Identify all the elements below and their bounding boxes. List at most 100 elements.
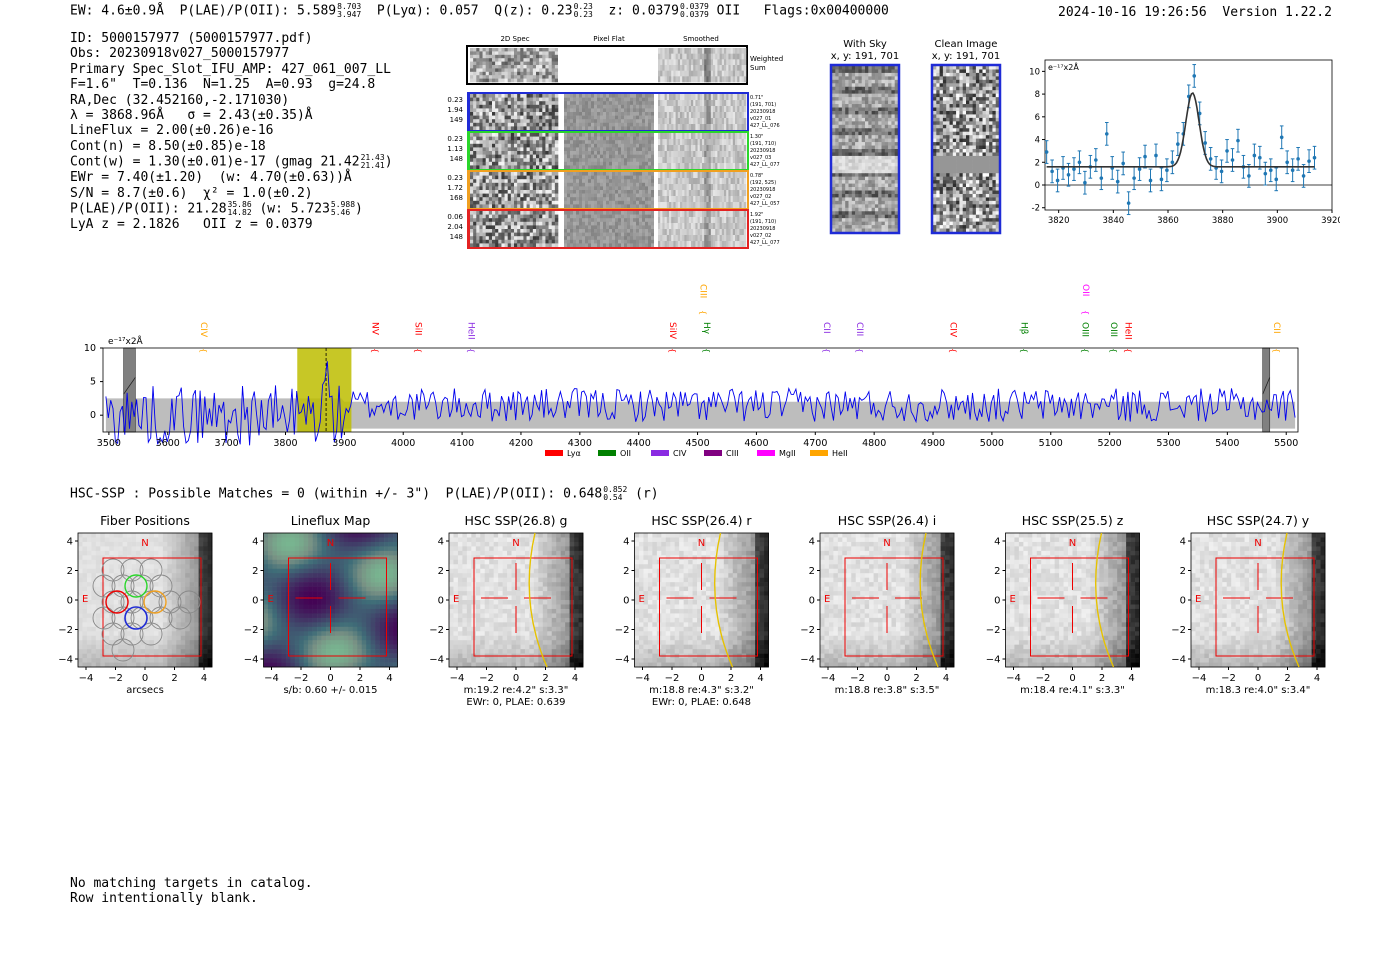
strip-noise-cell [520, 165, 524, 170]
weighted-smooth-cell [686, 53, 690, 60]
weighted-smooth-cell [724, 48, 727, 54]
strip-noise-cell [501, 126, 505, 131]
sky-pixel [858, 221, 862, 226]
clean-pixel [939, 76, 944, 81]
weighted-smooth-cell [704, 48, 707, 54]
weighted-smooth-cell [706, 48, 709, 54]
strip-flat-cell [630, 204, 634, 209]
strip-smooth-cell [680, 211, 683, 218]
info-plae-lo: 14.82 [227, 208, 252, 218]
strip-noise-cell [485, 214, 490, 219]
strip-flat-cell [636, 221, 640, 226]
sky-pixel [861, 69, 866, 74]
sky-pixel [894, 100, 899, 105]
strip-flat-cell [609, 115, 613, 120]
strip-noise-cell [545, 108, 549, 113]
strip-flat-cell [648, 200, 652, 205]
clean-pixel [933, 72, 937, 77]
sky-pixel [881, 183, 886, 188]
sky-pixel [881, 104, 886, 108]
strip-noise-cell [514, 112, 518, 116]
strip-flat-cell [651, 108, 655, 113]
strip-flat-cell [621, 190, 625, 194]
weighted-noise-cell [523, 58, 527, 62]
strip-smooth-cell [680, 172, 683, 179]
strip-noise-cell [520, 221, 524, 226]
weighted-noise-cell [476, 61, 480, 66]
strip-smooth-cell [677, 172, 681, 179]
weighted-smooth-cell [717, 48, 720, 54]
strip-flat-cell [564, 101, 568, 106]
strip-smooth-cell [699, 178, 703, 185]
strip-noise-cell [488, 104, 493, 109]
strip-noise-cell [501, 140, 505, 145]
sky-pixel [894, 221, 899, 226]
strip-flat-cell [594, 143, 598, 148]
sky-pixel [838, 86, 843, 91]
sky-pixel [884, 69, 889, 74]
strip-noise-cell [473, 175, 477, 180]
sky-pixel [871, 221, 876, 226]
strip-noise-cell [536, 232, 540, 237]
sky-pixel [845, 187, 849, 191]
strip-noise-cell [479, 122, 483, 127]
sky-pixel [851, 121, 856, 126]
strip-flat-cell [582, 151, 586, 155]
strip-smooth-cell [741, 202, 745, 209]
strip-noise-cell [532, 239, 537, 244]
strip-right-meta: (191, 710) [750, 141, 776, 147]
sky-pixel [861, 225, 866, 229]
strip-flat-cell [591, 190, 595, 194]
strip-flat-cell [630, 143, 634, 148]
strip-smooth-cell [710, 211, 714, 218]
weighted-noise-cell [470, 71, 474, 76]
sky-pixel [865, 110, 869, 115]
strip-smooth-cell [724, 112, 727, 119]
strip-flat-cell [621, 115, 625, 120]
strip-flat-cell [633, 204, 637, 209]
sky-pixel [878, 225, 882, 229]
sky-pixel [884, 83, 889, 88]
clean-pixel [936, 86, 940, 91]
weighted-noise-cell [523, 71, 527, 76]
strip-noise-cell [479, 112, 483, 116]
strip-flat-cell [567, 179, 571, 184]
strip-flat-cell [573, 115, 577, 120]
strip-smooth-cell [695, 223, 698, 230]
strip-smooth-cell [739, 157, 742, 164]
strip-flat-cell [582, 140, 586, 145]
strip-flat-cell [633, 136, 637, 141]
strip-noise-cell [526, 115, 531, 120]
strip-noise-cell [504, 204, 509, 209]
sky-pixel [848, 169, 853, 174]
weighted-smooth-cell [717, 59, 720, 66]
strip-smooth-cell [684, 229, 687, 236]
strip-smooth-cell [695, 241, 698, 248]
sky-pixel [874, 72, 879, 77]
sky-pixel [855, 117, 859, 122]
sky-pixel [841, 86, 846, 91]
strip-flat-cell [603, 115, 607, 120]
strip-flat-cell [642, 133, 646, 137]
strip-noise-cell [504, 97, 509, 102]
strip-flat-cell [585, 143, 589, 148]
strip-smooth-cell [660, 184, 663, 191]
strip-noise-cell [504, 165, 509, 170]
strip-noise-cell [488, 193, 493, 198]
strip-noise-cell [545, 221, 549, 226]
weighted-smooth-cell [658, 70, 661, 77]
strip-noise-cell [479, 97, 483, 102]
strip-noise-cell [529, 154, 534, 159]
strip-flat-cell [597, 119, 601, 124]
strip-noise-cell [470, 165, 474, 170]
sky-pixel [865, 197, 869, 202]
sky-pixel [894, 117, 899, 122]
weighted-noise-cell [514, 58, 518, 62]
strip-noise-cell [485, 243, 490, 248]
strip-flat-cell [567, 221, 571, 226]
strip-smooth-cell [721, 211, 725, 218]
sky-pixel [838, 200, 843, 205]
strip-noise-cell [510, 175, 515, 180]
strip-noise-cell [517, 151, 521, 155]
weighted-smooth-cell [743, 48, 747, 54]
